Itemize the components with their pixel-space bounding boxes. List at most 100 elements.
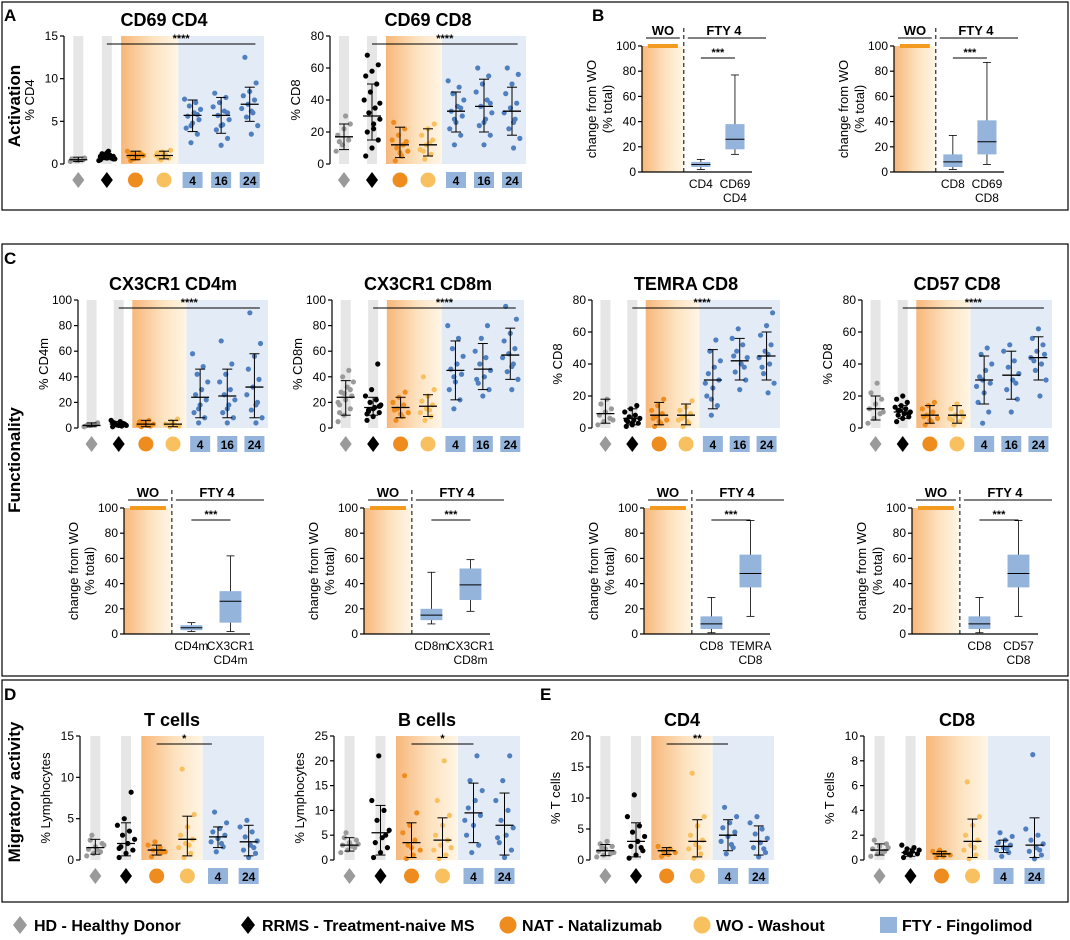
data-point — [460, 353, 466, 359]
hd-marker — [599, 436, 612, 452]
rrms-marker — [374, 868, 387, 884]
data-point — [242, 54, 248, 60]
wo-marker — [420, 436, 436, 452]
data-point — [239, 105, 245, 112]
category-label: CX3CR1 CD4m — [207, 639, 255, 667]
fty-marker — [238, 868, 259, 884]
chart-cx3cr1cd8m: CX3CR1 CD8m 0 20 40 60 80 100 % CD8m **** 4 16 24 — [290, 274, 524, 452]
box-iqr — [725, 124, 745, 150]
row-label-functionality: Functionality — [5, 407, 24, 513]
data-point — [212, 90, 218, 96]
fty-xtick-label: 24 — [498, 870, 512, 884]
y-tick-label: 0 — [317, 157, 324, 171]
nat-marker — [934, 868, 949, 884]
y-tick-label: 20 — [59, 395, 73, 409]
wo-header-label: WO — [657, 485, 679, 500]
fty-xtick-label: 16 — [733, 438, 747, 452]
data-point — [259, 415, 265, 421]
data-point — [636, 823, 643, 829]
wo-header-label: WO — [925, 485, 947, 500]
fty-marker — [244, 436, 265, 452]
chart-title: CD8 — [939, 710, 975, 730]
significance-label: **** — [173, 33, 191, 45]
y-tick-label: 80 — [843, 293, 857, 307]
data-point — [737, 387, 743, 393]
y-axis-label-units: (% total) — [852, 85, 867, 133]
data-point — [375, 137, 381, 143]
fty-xtick-label: 4 — [710, 438, 717, 452]
data-point — [97, 153, 104, 159]
data-point — [124, 148, 131, 154]
fty-background — [712, 736, 774, 860]
fty-header-label: FTY 4 — [987, 485, 1023, 500]
data-point — [251, 97, 258, 103]
box-iqr — [943, 154, 963, 167]
data-point — [224, 420, 230, 426]
data-point — [1026, 848, 1032, 854]
data-point — [255, 123, 261, 129]
nat-wo-background — [916, 300, 971, 428]
data-point — [405, 148, 411, 154]
box-iqr — [219, 591, 242, 623]
y-tick-label: 0 — [51, 157, 58, 171]
data-point — [224, 110, 231, 116]
data-point — [958, 409, 965, 415]
y-tick-label: 20 — [875, 140, 889, 154]
data-point — [245, 366, 251, 372]
y-tick-label: 0 — [899, 627, 906, 641]
chart-cx3cr1cd4m: CX3CR1 CD4m 0 20 40 60 80 100 % CD4m **** 4 16 24 — [36, 274, 268, 452]
data-point — [764, 835, 770, 841]
category-label: CD4 — [689, 177, 713, 191]
data-point — [196, 420, 202, 426]
data-point — [750, 845, 757, 851]
fty-background — [988, 736, 1050, 860]
data-point — [874, 380, 880, 386]
y-tick-label: 25 — [315, 729, 329, 743]
y-axis-label: % CD8 — [288, 79, 303, 120]
y-tick-label: 20 — [345, 602, 359, 616]
wo-background — [364, 508, 412, 634]
y-tick-label: 100 — [98, 501, 118, 515]
row-label-activation: Activation — [5, 65, 24, 147]
nat-wo-background — [645, 300, 700, 428]
fty-marker — [472, 436, 493, 452]
y-tick-label: 80 — [345, 526, 359, 540]
data-point — [257, 340, 264, 347]
rrms-marker — [904, 868, 917, 884]
data-point — [1043, 377, 1049, 383]
data-point — [741, 364, 747, 370]
data-point — [465, 805, 471, 811]
data-point — [130, 847, 136, 853]
data-point — [474, 753, 480, 759]
wo-marker — [165, 436, 181, 452]
data-point — [391, 407, 398, 413]
y-tick-label: 0 — [631, 627, 638, 641]
data-point — [84, 853, 90, 859]
group-background-bar — [368, 300, 379, 428]
data-point — [126, 153, 132, 159]
significance-label: *** — [205, 509, 219, 521]
data-point — [247, 310, 253, 316]
data-point — [451, 142, 458, 148]
data-point — [370, 854, 377, 861]
data-point — [500, 778, 506, 784]
y-tick-label: 80 — [893, 526, 907, 540]
data-point — [720, 825, 726, 831]
data-point — [916, 847, 922, 853]
significance-label: *** — [445, 509, 459, 521]
significance-label: **** — [965, 297, 983, 309]
data-point — [515, 71, 521, 77]
data-point — [472, 348, 478, 354]
data-point — [761, 846, 767, 852]
chart-title: CD69 CD8 — [384, 10, 471, 30]
data-point — [446, 812, 453, 818]
legend: HD - Healthy Donor RRMS - Treatment-naive… — [13, 916, 1032, 935]
data-point — [997, 830, 1003, 836]
data-point — [868, 390, 874, 396]
data-point — [369, 68, 375, 74]
data-point — [159, 849, 165, 856]
data-point — [363, 153, 369, 159]
data-point — [718, 838, 724, 845]
data-point — [372, 840, 378, 846]
data-point — [467, 778, 473, 784]
